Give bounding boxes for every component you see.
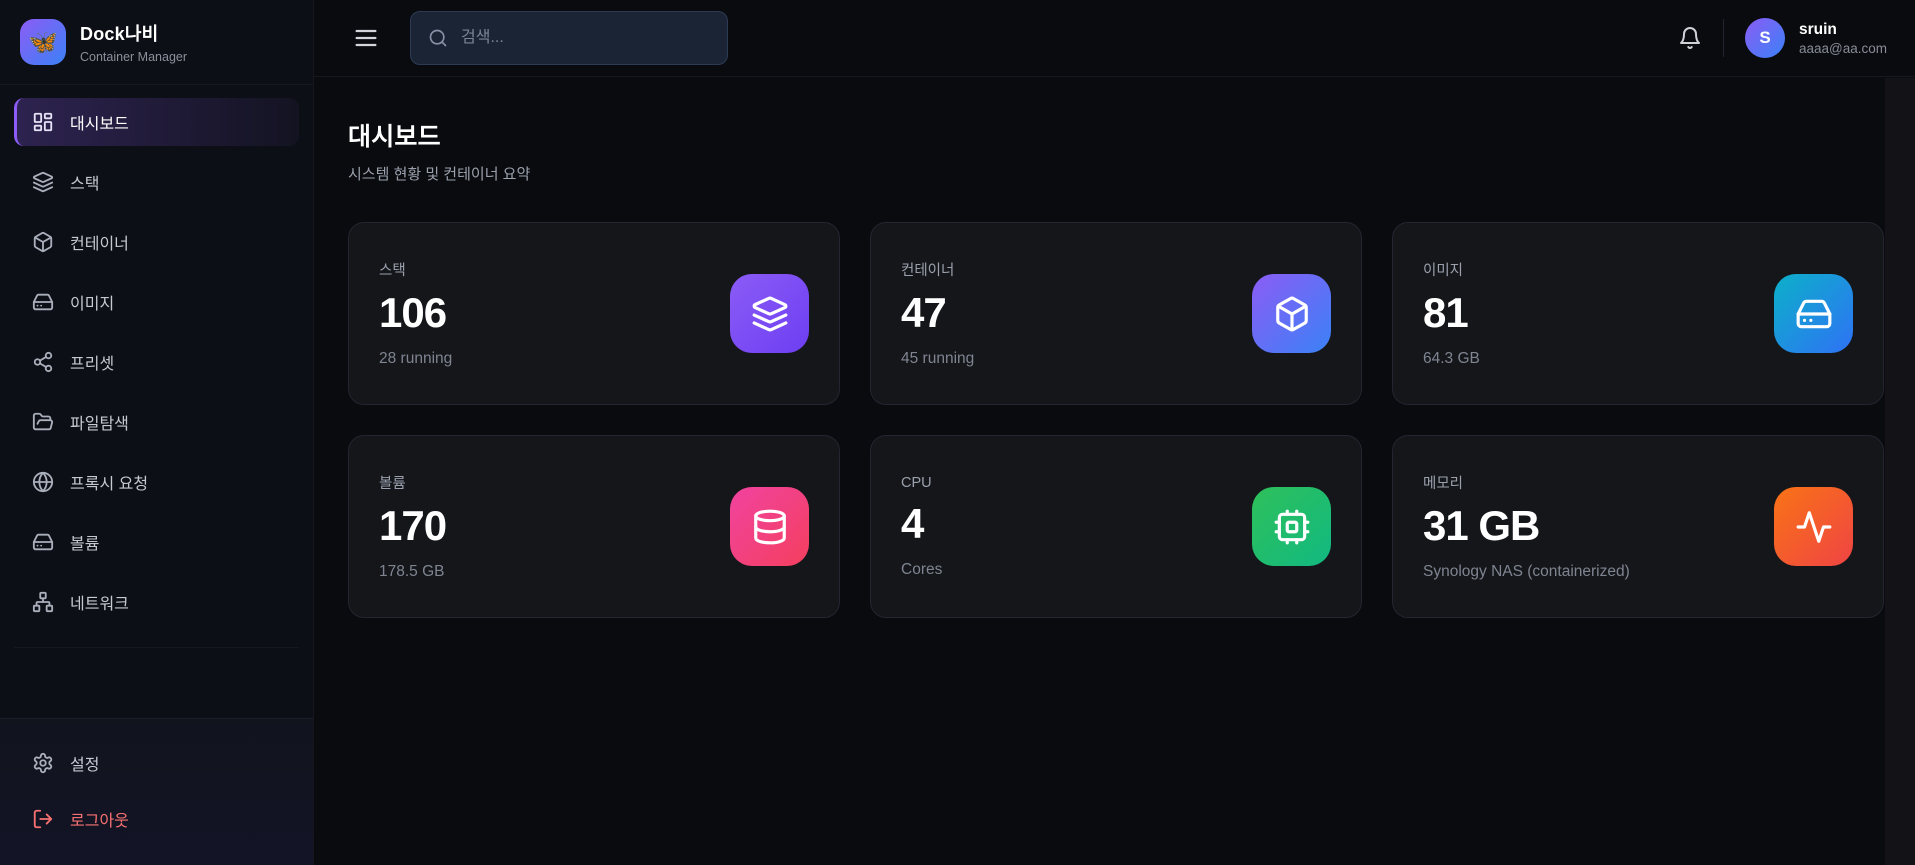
topbar: S sruin aaaa@aa.com <box>314 0 1915 77</box>
avatar-initial: S <box>1759 28 1771 47</box>
search-input[interactable] <box>461 29 710 47</box>
globe-icon <box>32 471 54 493</box>
stat-value: 47 <box>901 289 947 336</box>
stat-label: CPU <box>901 474 932 491</box>
sidebar-item-label: 볼륨 <box>70 536 100 553</box>
sidebar-item-dashboard[interactable]: 대시보드 <box>14 98 299 146</box>
stat-sub: 28 running <box>379 350 453 367</box>
sidebar-footer: 설정 로그아웃 <box>0 718 313 865</box>
stat-label: 컨테이너 <box>901 263 955 279</box>
brand: 🦋 Dock나비 Container Manager <box>0 0 313 85</box>
stat-value: 106 <box>379 289 447 336</box>
sidebar-toggle-button[interactable] <box>352 24 380 52</box>
stat-label: 이미지 <box>1423 263 1464 279</box>
stat-card-images: 이미지 81 64.3 GB <box>1392 222 1884 405</box>
app-logo: 🦋 <box>20 19 66 65</box>
sidebar-divider <box>14 647 299 648</box>
topbar-right: S sruin aaaa@aa.com <box>1678 18 1887 58</box>
hard-drive-icon <box>32 533 54 551</box>
search-box <box>410 11 728 65</box>
logout-button[interactable]: 로그아웃 <box>14 797 299 841</box>
main-area: S sruin aaaa@aa.com 대시보드 시스템 현황 및 컨테이너 요… <box>314 0 1915 865</box>
stat-card-cpu: CPU 4 Cores <box>870 435 1362 618</box>
user-email: aaaa@aa.com <box>1798 40 1887 56</box>
sidebar-item-settings[interactable]: 설정 <box>14 741 299 785</box>
sidebar-item-label: 파일탐색 <box>70 416 129 433</box>
sidebar-item-label: 설정 <box>70 757 100 774</box>
sidebar: 🦋 Dock나비 Container Manager 대시보드 스택 컨테이너 <box>0 0 314 865</box>
topbar-divider <box>1722 19 1724 57</box>
sidebar-item-label: 프록시 요청 <box>70 476 149 493</box>
sidebar-item-proxy-requests[interactable]: 프록시 요청 <box>14 458 299 506</box>
box-icon <box>1252 274 1331 353</box>
sidebar-item-images[interactable]: 이미지 <box>14 278 299 326</box>
notifications-button[interactable] <box>1678 26 1702 50</box>
page-title: 대시보드 <box>348 123 441 151</box>
sidebar-item-volumes[interactable]: 볼륨 <box>14 518 299 566</box>
sidebar-item-label: 네트워크 <box>70 596 129 613</box>
activity-icon <box>1774 487 1853 566</box>
stat-sub: 45 running <box>901 350 975 367</box>
sidebar-item-label: 이미지 <box>70 296 115 313</box>
sidebar-item-label: 스택 <box>70 176 100 193</box>
stat-card-memory: 메모리 31 GB Synology NAS (containerized) <box>1392 435 1884 618</box>
stat-sub: Synology NAS (containerized) <box>1423 563 1630 580</box>
stat-value: 170 <box>379 502 447 549</box>
network-icon <box>32 591 54 613</box>
sidebar-item-containers[interactable]: 컨테이너 <box>14 218 299 266</box>
stat-label: 볼륨 <box>379 476 406 492</box>
layout-dashboard-icon <box>33 112 53 132</box>
sidebar-item-file-explorer[interactable]: 파일탐색 <box>14 398 299 446</box>
share-icon <box>33 351 53 373</box>
hard-drive-icon <box>32 293 54 311</box>
folder-open-icon <box>32 412 54 431</box>
sidebar-item-stacks[interactable]: 스택 <box>14 158 299 206</box>
hamburger-menu-icon <box>355 29 377 47</box>
stat-card-volumes: 볼륨 170 178.5 GB <box>348 435 840 618</box>
user-menu[interactable]: S sruin aaaa@aa.com <box>1744 18 1887 58</box>
sidebar-item-label: 컨테이너 <box>70 236 129 253</box>
search-icon <box>429 29 447 47</box>
stat-value: 4 <box>901 499 924 547</box>
stat-card-stacks: 스택 106 28 running <box>348 222 840 405</box>
app-title: Dock나비 <box>80 24 159 44</box>
stat-sub: Cores <box>901 560 943 578</box>
butterfly-logo-icon: 🦋 <box>28 28 58 56</box>
sidebar-item-label: 대시보드 <box>70 116 129 133</box>
sidebar-item-presets[interactable]: 프리셋 <box>14 338 299 386</box>
gear-icon <box>33 752 53 774</box>
box-icon <box>33 231 53 253</box>
sidebar-item-label: 로그아웃 <box>70 813 129 830</box>
dashboard-content: 대시보드 시스템 현황 및 컨테이너 요약 스택 106 28 running … <box>314 77 1915 865</box>
user-name: sruin <box>1798 20 1837 38</box>
cpu-icon <box>1252 487 1331 566</box>
avatar: S <box>1744 18 1785 58</box>
layers-icon <box>730 274 809 353</box>
hard-drive-icon <box>1774 274 1853 353</box>
stat-card-containers: 컨테이너 47 45 running <box>870 222 1362 405</box>
stat-sub: 64.3 GB <box>1423 350 1480 367</box>
stat-label: 메모리 <box>1423 476 1464 492</box>
stat-value: 81 <box>1423 289 1469 336</box>
scrollbar[interactable] <box>1885 78 1915 865</box>
layers-icon <box>32 171 54 193</box>
app-tagline: Container Manager <box>80 50 188 64</box>
log-out-icon <box>33 809 53 829</box>
sidebar-item-label: 프리셋 <box>70 356 115 373</box>
stat-card-grid: 스택 106 28 running 컨테이너 47 45 running <box>348 222 1884 618</box>
sidebar-nav: 대시보드 스택 컨테이너 이미지 프리셋 파일탐색 <box>0 85 313 626</box>
bell-icon <box>1679 27 1700 49</box>
stat-label: 스택 <box>379 263 406 279</box>
page-subtitle: 시스템 현황 및 컨테이너 요약 <box>348 166 531 183</box>
stat-sub: 178.5 GB <box>379 563 445 580</box>
database-icon <box>730 487 809 566</box>
sidebar-item-networks[interactable]: 네트워크 <box>14 578 299 626</box>
stat-value: 31 GB <box>1423 502 1540 549</box>
